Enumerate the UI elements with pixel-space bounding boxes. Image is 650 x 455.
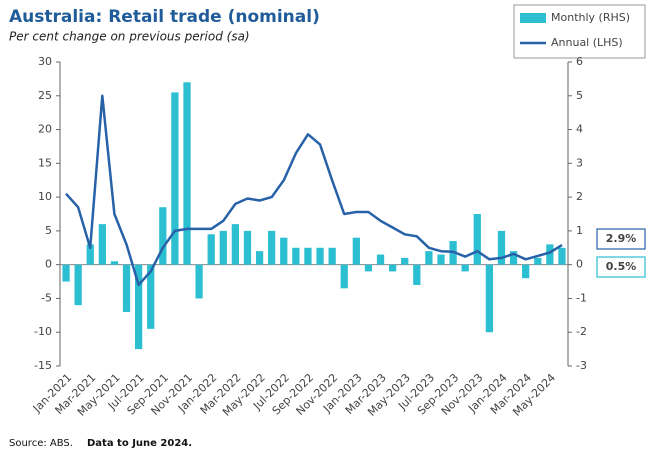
legend-swatch	[520, 13, 546, 23]
bar	[546, 244, 554, 265]
bar	[183, 82, 191, 265]
bar	[98, 224, 106, 265]
bar	[352, 237, 360, 265]
bar	[74, 264, 82, 306]
y2-tick-label: -2	[576, 325, 587, 338]
end-label: 2.9%	[606, 232, 637, 245]
y-tick-label: 5	[45, 224, 52, 237]
bar	[219, 230, 227, 265]
bar	[497, 230, 506, 265]
source: Source: ABS.	[9, 438, 73, 449]
y2-tick-label: -1	[576, 291, 587, 304]
bar	[413, 264, 421, 285]
y2-tick-label: -3	[576, 359, 587, 372]
chart-title: Australia: Retail trade (nominal)	[9, 7, 320, 27]
end-label-box	[596, 228, 646, 250]
legend-label: Annual (LHS)	[551, 36, 623, 49]
y2-tick-label: 0	[576, 258, 583, 271]
bar	[62, 264, 70, 282]
bar	[110, 261, 119, 265]
line	[65, 94, 563, 287]
bar	[328, 247, 336, 265]
y-tick-label: 25	[38, 89, 52, 102]
y2-tick-label: 3	[576, 156, 583, 169]
bar	[159, 207, 167, 265]
y2-tick-label: 1	[576, 224, 583, 237]
y-tick-label: -5	[41, 291, 52, 304]
end-label-box	[596, 256, 646, 278]
y2-tick-label: 5	[576, 89, 583, 102]
legend-label: Monthly (RHS)	[551, 11, 630, 24]
bar	[255, 251, 264, 265]
bar	[134, 264, 143, 350]
bar	[195, 264, 203, 299]
bar	[364, 264, 373, 272]
y2-tick-label: 4	[576, 123, 583, 136]
bar	[461, 264, 469, 272]
bar	[268, 230, 276, 265]
bar	[292, 247, 300, 265]
y-tick-label: 30	[38, 55, 52, 68]
bar	[207, 234, 215, 265]
bar	[485, 264, 494, 333]
chart-subtitle: Per cent change on previous period (sa)	[9, 30, 250, 44]
bar	[340, 264, 348, 289]
bar	[122, 264, 131, 312]
y-tick-label: 10	[38, 190, 52, 203]
bar	[147, 264, 155, 329]
y-tick-label: 15	[38, 156, 52, 169]
bar	[388, 264, 397, 272]
bar	[376, 254, 385, 265]
bar	[473, 214, 481, 265]
bar	[231, 224, 240, 265]
y-tick-label: 0	[45, 258, 52, 271]
y-tick-label: -10	[34, 325, 52, 338]
bar	[425, 251, 433, 265]
bar	[86, 244, 94, 265]
y-tick-label: 20	[38, 123, 52, 136]
bar	[522, 264, 530, 279]
bar	[304, 247, 312, 265]
bar	[509, 251, 518, 265]
y-tick-label: -15	[34, 359, 52, 372]
bar	[316, 247, 324, 265]
bar	[558, 247, 566, 265]
note: Data to June 2024.	[87, 438, 192, 449]
bar	[280, 237, 288, 265]
bar	[243, 230, 252, 265]
bar	[171, 92, 179, 265]
y2-tick-label: 6	[576, 55, 583, 68]
bar	[534, 257, 542, 265]
bar	[437, 254, 445, 265]
bar	[401, 257, 409, 265]
y2-tick-label: 2	[576, 190, 583, 203]
end-label: 0.5%	[606, 260, 637, 273]
